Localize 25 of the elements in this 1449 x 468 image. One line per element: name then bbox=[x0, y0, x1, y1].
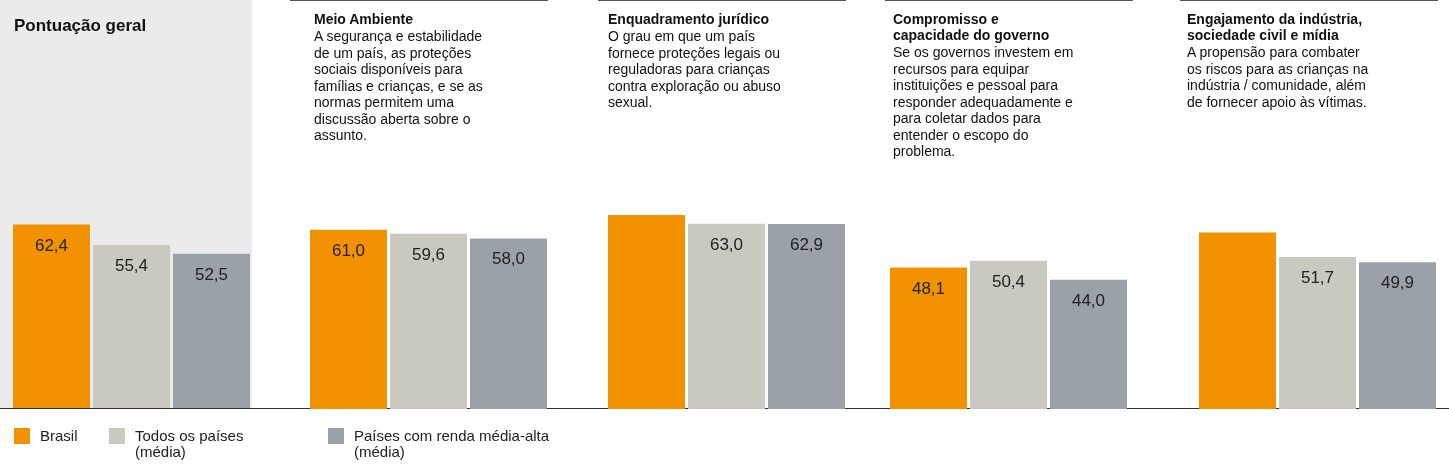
chart-title: Enquadramento jurídico bbox=[608, 11, 770, 27]
chart-subtitle: O grau em que um país fornece proteções legais ou reguladoras para crianças contra exploração ou abuso sexual. bbox=[608, 28, 781, 111]
data-label: 50,4 bbox=[991, 271, 1026, 291]
chart-subtitle: A propensão para combater os riscos para as crianças na indústria / comunidade, além de fornecer apoio às vítimas. bbox=[1187, 44, 1369, 110]
chart-title: Compromisso e capacidade do governo bbox=[893, 11, 1050, 43]
data-label: 58,0 bbox=[491, 249, 526, 269]
chart-title: Pontuação geral bbox=[14, 15, 147, 35]
chart-title: Meio Ambiente bbox=[314, 11, 414, 27]
data-label: 62,9 bbox=[789, 235, 824, 255]
data-label: 61,0 bbox=[331, 240, 366, 260]
chart-title: Engajamento da indústria, sociedade civil e mídia bbox=[1187, 11, 1363, 43]
legend-label: Países com renda média-alta (média) bbox=[354, 427, 551, 460]
data-label: 55,4 bbox=[114, 256, 149, 276]
legend-label: Brasil bbox=[40, 427, 79, 444]
data-label: 52,5 bbox=[194, 264, 229, 284]
chart-subtitle: Se os governos investem em recursos para equipar instituições e pessoal para responder adequadamente e para coletar dados para entender o escopo do problema. bbox=[893, 44, 1074, 160]
data-label: 44,0 bbox=[1071, 290, 1106, 310]
data-label: 48,1 bbox=[911, 278, 946, 298]
data-label: 62,4 bbox=[34, 235, 69, 255]
legend-label: Todos os países (média) bbox=[135, 427, 245, 460]
data-label: 51,7 bbox=[1300, 268, 1335, 287]
data-label: 63,0 bbox=[709, 234, 744, 254]
chart-subtitle: A segurança e estabilidade de um país, as proteções sociais disponíveis para famílias e crianças, e se as normas permitem uma discussão aberta sobre o assunto. bbox=[314, 28, 483, 144]
data-label: 59,6 bbox=[411, 244, 446, 264]
data-label: 49,9 bbox=[1380, 273, 1415, 293]
